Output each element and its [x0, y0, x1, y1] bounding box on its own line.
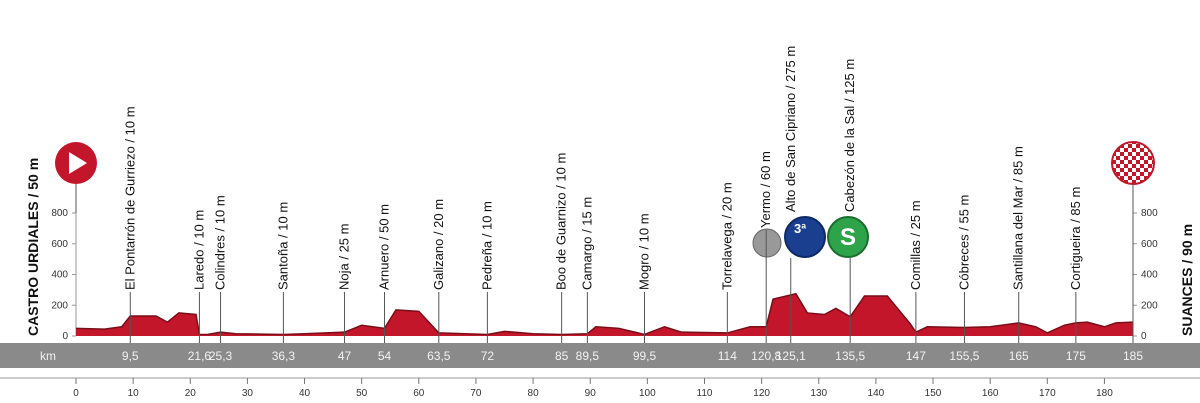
- sprint-icon: [827, 216, 869, 258]
- x-tick-label: 20: [185, 388, 197, 399]
- waypoint-name: Cabezón de la Sal / 125 m: [842, 59, 857, 212]
- x-tick-label: 60: [413, 388, 425, 399]
- waypoint-km: 135,5: [835, 349, 865, 363]
- start-label: CASTRO URDIALES / 50 m: [25, 158, 41, 336]
- finish-icon: [1111, 141, 1155, 185]
- waypoint-km: 47: [338, 349, 352, 363]
- x-tick-label: 160: [982, 388, 999, 399]
- waypoint-km: 36,3: [272, 349, 296, 363]
- waypoint-km: 25,3: [209, 349, 233, 363]
- waypoint-name: Galizano / 20 m: [431, 199, 446, 290]
- waypoint-km: 85: [555, 349, 569, 363]
- waypoint-km: 99,5: [633, 349, 657, 363]
- waypoint-name: Camargo / 15 m: [579, 197, 594, 290]
- waypoint-name: Santoña / 10 m: [275, 202, 290, 290]
- finish-km: 185: [1123, 349, 1143, 363]
- profile-fill: [76, 293, 1133, 336]
- waypoint-km: 114: [718, 349, 737, 363]
- waypoint-km: 147: [906, 349, 926, 363]
- x-tick-label: 130: [810, 388, 827, 399]
- waypoint-name: Cortigueira / 85 m: [1068, 187, 1083, 290]
- x-tick-label: 100: [639, 388, 656, 399]
- x-tick-label: 30: [242, 388, 254, 399]
- waypoint-km: 72: [481, 349, 495, 363]
- waypoint-name: Pedreña / 10 m: [479, 201, 494, 290]
- waypoint-km: 165: [1009, 349, 1029, 363]
- waypoint-km: 120,8: [751, 349, 781, 363]
- y-tick-label: 800: [1141, 208, 1158, 219]
- climb-category: 3ª: [794, 221, 806, 236]
- waypoint-name: Colindres / 10 m: [213, 195, 228, 290]
- km-bar: [0, 343, 1200, 368]
- waypoint-name: Cóbreces / 55 m: [956, 195, 971, 290]
- waypoint-km: 9,5: [122, 349, 139, 363]
- start-arrow: [69, 152, 87, 174]
- finish-label: SUANCES / 90 m: [1179, 224, 1195, 336]
- waypoint-name: Alto de San Cipriano / 275 m: [783, 46, 798, 212]
- x-tick-label: 120: [753, 388, 770, 399]
- waypoint-name: Noja / 25 m: [337, 224, 352, 290]
- x-tick-label: 0: [73, 388, 79, 399]
- y-tick-label: 0: [62, 331, 68, 342]
- waypoint-name: Comillas / 25 m: [908, 200, 923, 290]
- waypoint-name: Yermo / 60 m: [758, 151, 773, 228]
- x-tick-label: 110: [697, 388, 713, 399]
- x-tick-label: 180: [1096, 388, 1113, 399]
- x-tick-label: 70: [470, 388, 482, 399]
- y-tick-label: 200: [51, 300, 68, 311]
- x-tick-label: 50: [356, 388, 368, 399]
- waypoint-name: Santillana del Mar / 85 m: [1011, 146, 1026, 290]
- waypoint-name: El Pontarrón de Gurriezo / 10 m: [122, 106, 137, 290]
- x-tick-label: 90: [585, 388, 597, 399]
- waypoint-name: Laredo / 10 m: [191, 210, 206, 290]
- waypoint-name: Boo de Guarnizo / 10 m: [554, 153, 569, 290]
- x-tick-label: 150: [925, 388, 942, 399]
- y-tick-label: 200: [1141, 300, 1158, 311]
- waypoint-km: 155,5: [949, 349, 979, 363]
- waypoint-name: Mogro / 10 m: [636, 213, 651, 290]
- x-tick-label: 10: [128, 388, 140, 399]
- km-label: km: [40, 349, 56, 363]
- waypoint-km: 175: [1066, 349, 1086, 363]
- y-tick-label: 400: [1141, 270, 1158, 281]
- waypoint-km: 125,1: [776, 349, 806, 363]
- y-tick-label: 800: [51, 208, 68, 219]
- y-tick-label: 600: [1141, 239, 1158, 250]
- waypoint-name: Arnuero / 50 m: [377, 204, 392, 290]
- sprint-letter: S: [840, 224, 856, 251]
- waypoint-km: 89,5: [576, 349, 600, 363]
- x-tick-label: 140: [868, 388, 885, 399]
- x-tick-label: 80: [528, 388, 540, 399]
- y-tick-label: 0: [1141, 331, 1147, 342]
- waypoint-name: Torrelavega / 20 m: [719, 182, 734, 290]
- y-tick-label: 600: [51, 239, 68, 250]
- y-tick-label: 400: [51, 270, 68, 281]
- waypoint-km: 63,5: [427, 349, 451, 363]
- x-tick-label: 170: [1039, 388, 1056, 399]
- waypoint-km: 54: [378, 349, 392, 363]
- x-tick-label: 40: [299, 388, 311, 399]
- waypoint-km: 21,6: [188, 349, 212, 363]
- profile-line: [75, 292, 1134, 336]
- feed-icon: [752, 228, 782, 258]
- climb-icon: [784, 216, 826, 258]
